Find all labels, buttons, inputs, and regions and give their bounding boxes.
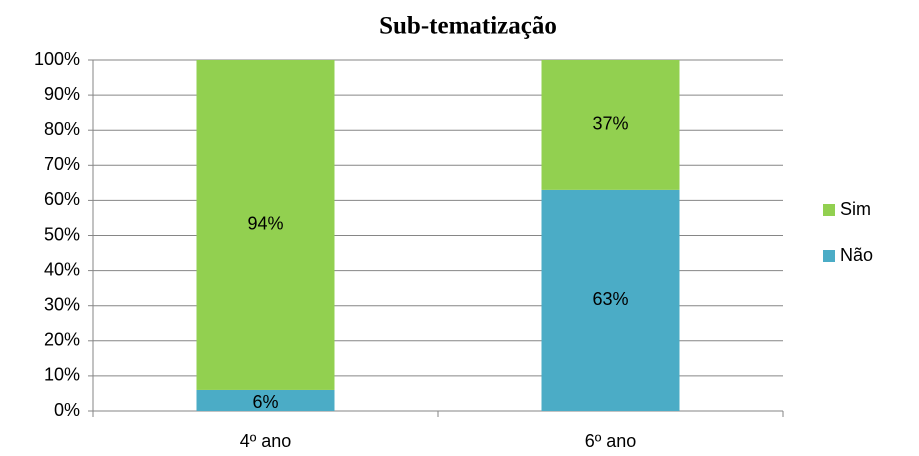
y-tick-label: 0% xyxy=(54,400,80,420)
data-label: 63% xyxy=(592,289,628,309)
bar-segment xyxy=(196,60,335,390)
legend-swatch xyxy=(823,250,835,262)
x-tick-label: 4º ano xyxy=(240,431,292,451)
bar-segment xyxy=(196,389,335,411)
y-tick-label: 60% xyxy=(44,189,80,209)
y-tick-label: 90% xyxy=(44,84,80,104)
data-label: 6% xyxy=(252,392,278,412)
x-tick-label: 6º ano xyxy=(585,431,637,451)
data-label: 94% xyxy=(247,214,283,234)
y-tick-label: 80% xyxy=(44,119,80,139)
data-label: 37% xyxy=(592,114,628,134)
y-tick-label: 10% xyxy=(44,365,80,385)
legend-swatch xyxy=(823,204,835,216)
y-tick-label: 100% xyxy=(34,49,80,69)
y-tick-label: 40% xyxy=(44,259,80,279)
chart-title: Sub-tematização xyxy=(379,13,557,40)
bar-segment xyxy=(541,60,680,190)
legend-label: Sim xyxy=(840,199,871,219)
y-tick-label: 20% xyxy=(44,330,80,350)
bar-segment xyxy=(541,189,680,411)
y-tick-label: 50% xyxy=(44,224,80,244)
legend-label: Não xyxy=(840,245,873,265)
y-tick-label: 70% xyxy=(44,154,80,174)
y-tick-label: 30% xyxy=(44,294,80,314)
